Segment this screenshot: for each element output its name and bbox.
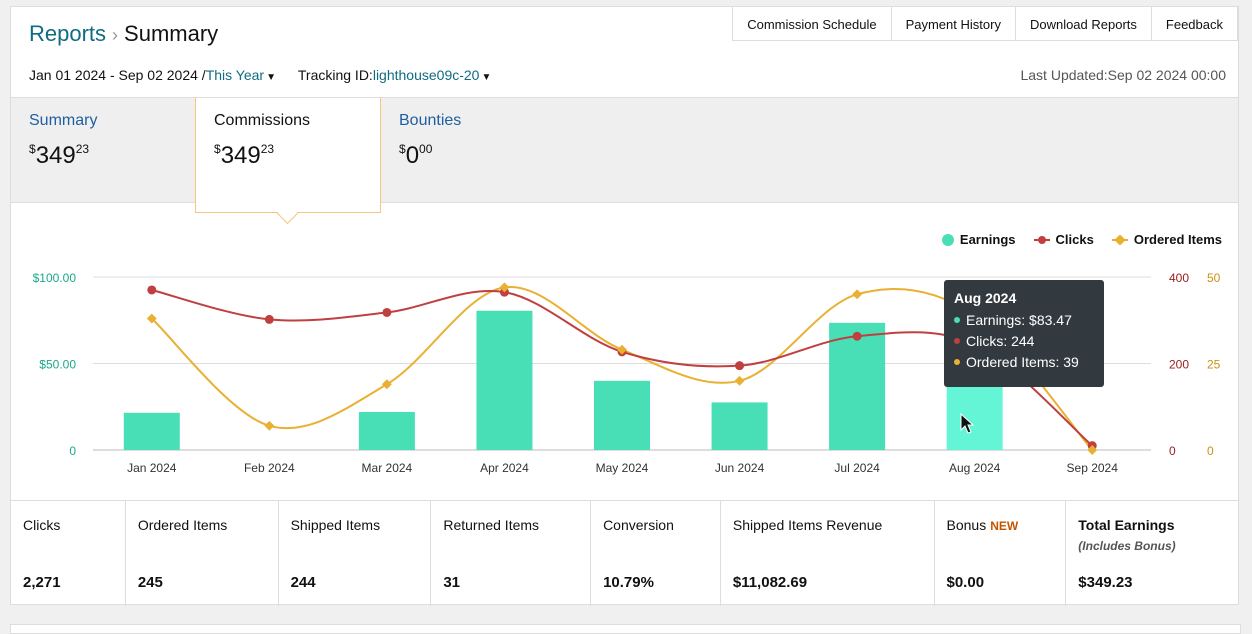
earnings-bar bbox=[123, 412, 180, 450]
ordered-items-point bbox=[734, 375, 745, 386]
period-dropdown[interactable]: This Year bbox=[205, 67, 265, 83]
chart-legend: Earnings Clicks Ordered Items bbox=[941, 232, 1222, 247]
tracking-id-dropdown[interactable]: lighthouse09c-20 bbox=[372, 67, 480, 83]
y-right-ordered-tick-label: 50 bbox=[1207, 271, 1221, 285]
stat-sub: (Includes Bonus) bbox=[1078, 539, 1176, 553]
clicks-point bbox=[735, 361, 745, 371]
summary-band: Summary $34923 Commissions $34923 Bounti… bbox=[11, 97, 1238, 225]
stat-shipped-items: Shipped Items 244 bbox=[279, 501, 432, 606]
tooltip-ordered: Ordered Items: 39 bbox=[966, 354, 1079, 370]
stat-ordered-items: Ordered Items 245 bbox=[126, 501, 279, 606]
legend-ordered-items[interactable]: Ordered Items bbox=[1111, 232, 1222, 247]
stats-row: Clicks 2,271 Ordered Items 245 Shipped Ite… bbox=[11, 500, 1238, 606]
legend-clicks[interactable]: Clicks bbox=[1033, 232, 1094, 247]
page-title: Summary bbox=[124, 21, 219, 46]
tooltip-dot-icon bbox=[954, 359, 960, 365]
chart-tooltip: Aug 2024 Earnings: $83.47 Clicks: 244 Or… bbox=[944, 280, 1104, 387]
earnings-bar bbox=[594, 380, 650, 450]
stat-bonus: Bonus NEW $0.00 bbox=[935, 501, 1067, 606]
stat-shipped-revenue: Shipped Items Revenue $11,082.69 bbox=[721, 501, 935, 606]
new-badge: NEW bbox=[990, 519, 1019, 533]
ordered-items-point bbox=[264, 420, 275, 431]
x-tick-label: May 2024 bbox=[596, 461, 649, 475]
summary-tab-summary[interactable]: Summary $34923 bbox=[29, 112, 97, 170]
clicks-point bbox=[147, 285, 157, 295]
tab-feedback[interactable]: Feedback bbox=[1150, 7, 1238, 41]
summary-tab-value: $34923 bbox=[214, 142, 275, 169]
breadcrumb-reports-link[interactable]: Reports bbox=[29, 21, 107, 46]
summary-tab-bounties[interactable]: Bounties $000 bbox=[399, 112, 461, 170]
tab-payment-history[interactable]: Payment History bbox=[890, 7, 1016, 41]
earnings-bar bbox=[358, 411, 415, 450]
tooltip-dot-icon bbox=[954, 338, 960, 344]
breadcrumb: Reports › Summary bbox=[29, 21, 218, 47]
filter-bar: Jan 01 2024 - Sep 02 2024 /This Year ▼ Tr… bbox=[29, 67, 491, 83]
ordered-items-point bbox=[146, 313, 157, 324]
y-left-tick-label: $100.00 bbox=[33, 271, 77, 285]
summary-tab-label: Bounties bbox=[399, 112, 462, 129]
tab-commission-schedule[interactable]: Commission Schedule bbox=[732, 7, 892, 41]
legend-line-icon bbox=[1111, 234, 1128, 245]
summary-tab-label: Summary bbox=[29, 112, 98, 129]
ordered-items-point bbox=[1087, 445, 1098, 455]
top-tabs: Commission Schedule Payment History Down… bbox=[732, 7, 1238, 41]
earnings-bar bbox=[829, 322, 886, 450]
x-tick-label: Apr 2024 bbox=[480, 461, 529, 475]
y-left-tick-label: 0 bbox=[69, 444, 76, 458]
tooltip-clicks: Clicks: 244 bbox=[966, 333, 1035, 349]
stat-conversion: Conversion 10.79% bbox=[591, 501, 721, 606]
y-right-ordered-tick-label: 25 bbox=[1207, 358, 1221, 372]
clicks-point bbox=[382, 307, 392, 317]
date-range-text: Jan 01 2024 - Sep 02 2024 / bbox=[29, 67, 206, 83]
next-panel-edge bbox=[10, 624, 1241, 634]
x-tick-label: Mar 2024 bbox=[362, 461, 413, 475]
earnings-bar bbox=[711, 402, 768, 450]
summary-tab-value: $34923 bbox=[29, 142, 90, 169]
mouse-cursor-icon bbox=[960, 412, 975, 434]
summary-tab-label: Commissions bbox=[214, 112, 311, 129]
breadcrumb-chevron-icon: › bbox=[112, 25, 119, 45]
y-right-clicks-tick-label: 0 bbox=[1169, 444, 1176, 458]
chevron-down-icon[interactable]: ▼ bbox=[266, 72, 276, 83]
active-tab-caret bbox=[276, 202, 299, 225]
tooltip-dot-icon bbox=[954, 317, 960, 323]
tooltip-earnings: Earnings: $83.47 bbox=[966, 312, 1072, 328]
reports-panel: Reports › Summary Commission Schedule Paym… bbox=[10, 6, 1239, 606]
x-tick-label: Jan 2024 bbox=[127, 461, 177, 475]
x-tick-label: Aug 2024 bbox=[949, 461, 1001, 475]
x-tick-label: Jun 2024 bbox=[715, 461, 765, 475]
summary-tab-value: $000 bbox=[399, 142, 433, 169]
x-tick-label: Sep 2024 bbox=[1067, 461, 1119, 475]
earnings-bar bbox=[476, 310, 533, 450]
y-left-tick-label: $50.00 bbox=[39, 358, 76, 372]
clicks-point bbox=[852, 331, 862, 341]
tooltip-title: Aug 2024 bbox=[954, 290, 1017, 306]
stat-returned-items: Returned Items 31 bbox=[431, 501, 592, 606]
stat-clicks: Clicks 2,271 bbox=[11, 501, 126, 606]
legend-dot-icon bbox=[941, 233, 954, 246]
y-right-ordered-tick-label: 0 bbox=[1207, 444, 1214, 458]
tab-download-reports[interactable]: Download Reports bbox=[1014, 7, 1152, 41]
ordered-items-point bbox=[852, 289, 863, 300]
legend-line-icon bbox=[1033, 235, 1050, 244]
y-right-clicks-tick-label: 400 bbox=[1169, 271, 1189, 285]
y-right-clicks-tick-label: 200 bbox=[1169, 358, 1189, 372]
chevron-down-icon[interactable]: ▼ bbox=[481, 72, 492, 83]
stat-total-earnings: Total Earnings (Includes Bonus) $349.23 bbox=[1066, 501, 1238, 606]
legend-earnings[interactable]: Earnings bbox=[941, 232, 1016, 247]
last-updated: Last Updated:Sep 02 2024 00:00 bbox=[1020, 67, 1226, 83]
summary-tab-commissions[interactable]: Commissions $34923 bbox=[195, 98, 381, 225]
ordered-items-point bbox=[617, 344, 627, 355]
ordered-items-point bbox=[381, 379, 392, 390]
x-tick-label: Feb 2024 bbox=[244, 461, 295, 475]
tracking-id-label: Tracking ID: bbox=[297, 67, 373, 83]
clicks-point bbox=[264, 314, 274, 324]
x-tick-label: Jul 2024 bbox=[834, 461, 880, 475]
